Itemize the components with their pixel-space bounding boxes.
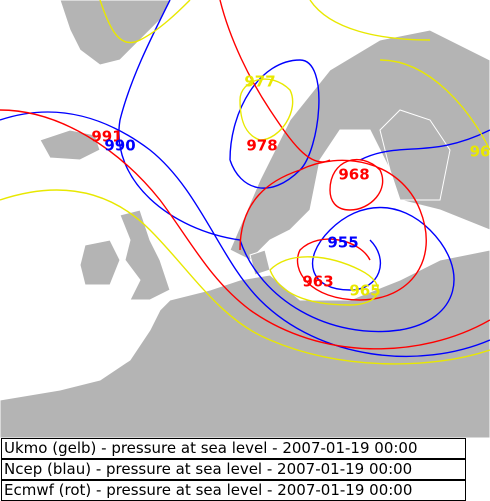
land xyxy=(0,0,490,438)
pressure-label: 955 xyxy=(327,234,358,252)
pressure-label: 968 xyxy=(338,166,369,184)
isobars xyxy=(0,0,490,365)
pressure-label: 991 xyxy=(91,128,122,146)
legend-line: Ukmo (gelb) - pressure at sea level - 20… xyxy=(1,438,466,459)
pressure-label: 96 xyxy=(470,143,490,161)
pressure-label: 990 xyxy=(104,137,135,155)
pressure-label: 978 xyxy=(246,137,277,155)
pressure-label: 963 xyxy=(302,273,333,291)
pressure-label: 977 xyxy=(244,73,275,91)
pressure-label: 965 xyxy=(349,282,380,300)
legend-line: Ncep (blau) - pressure at sea level - 20… xyxy=(1,459,466,480)
legend-line: Ecmwf (rot) - pressure at sea level - 20… xyxy=(1,480,466,501)
